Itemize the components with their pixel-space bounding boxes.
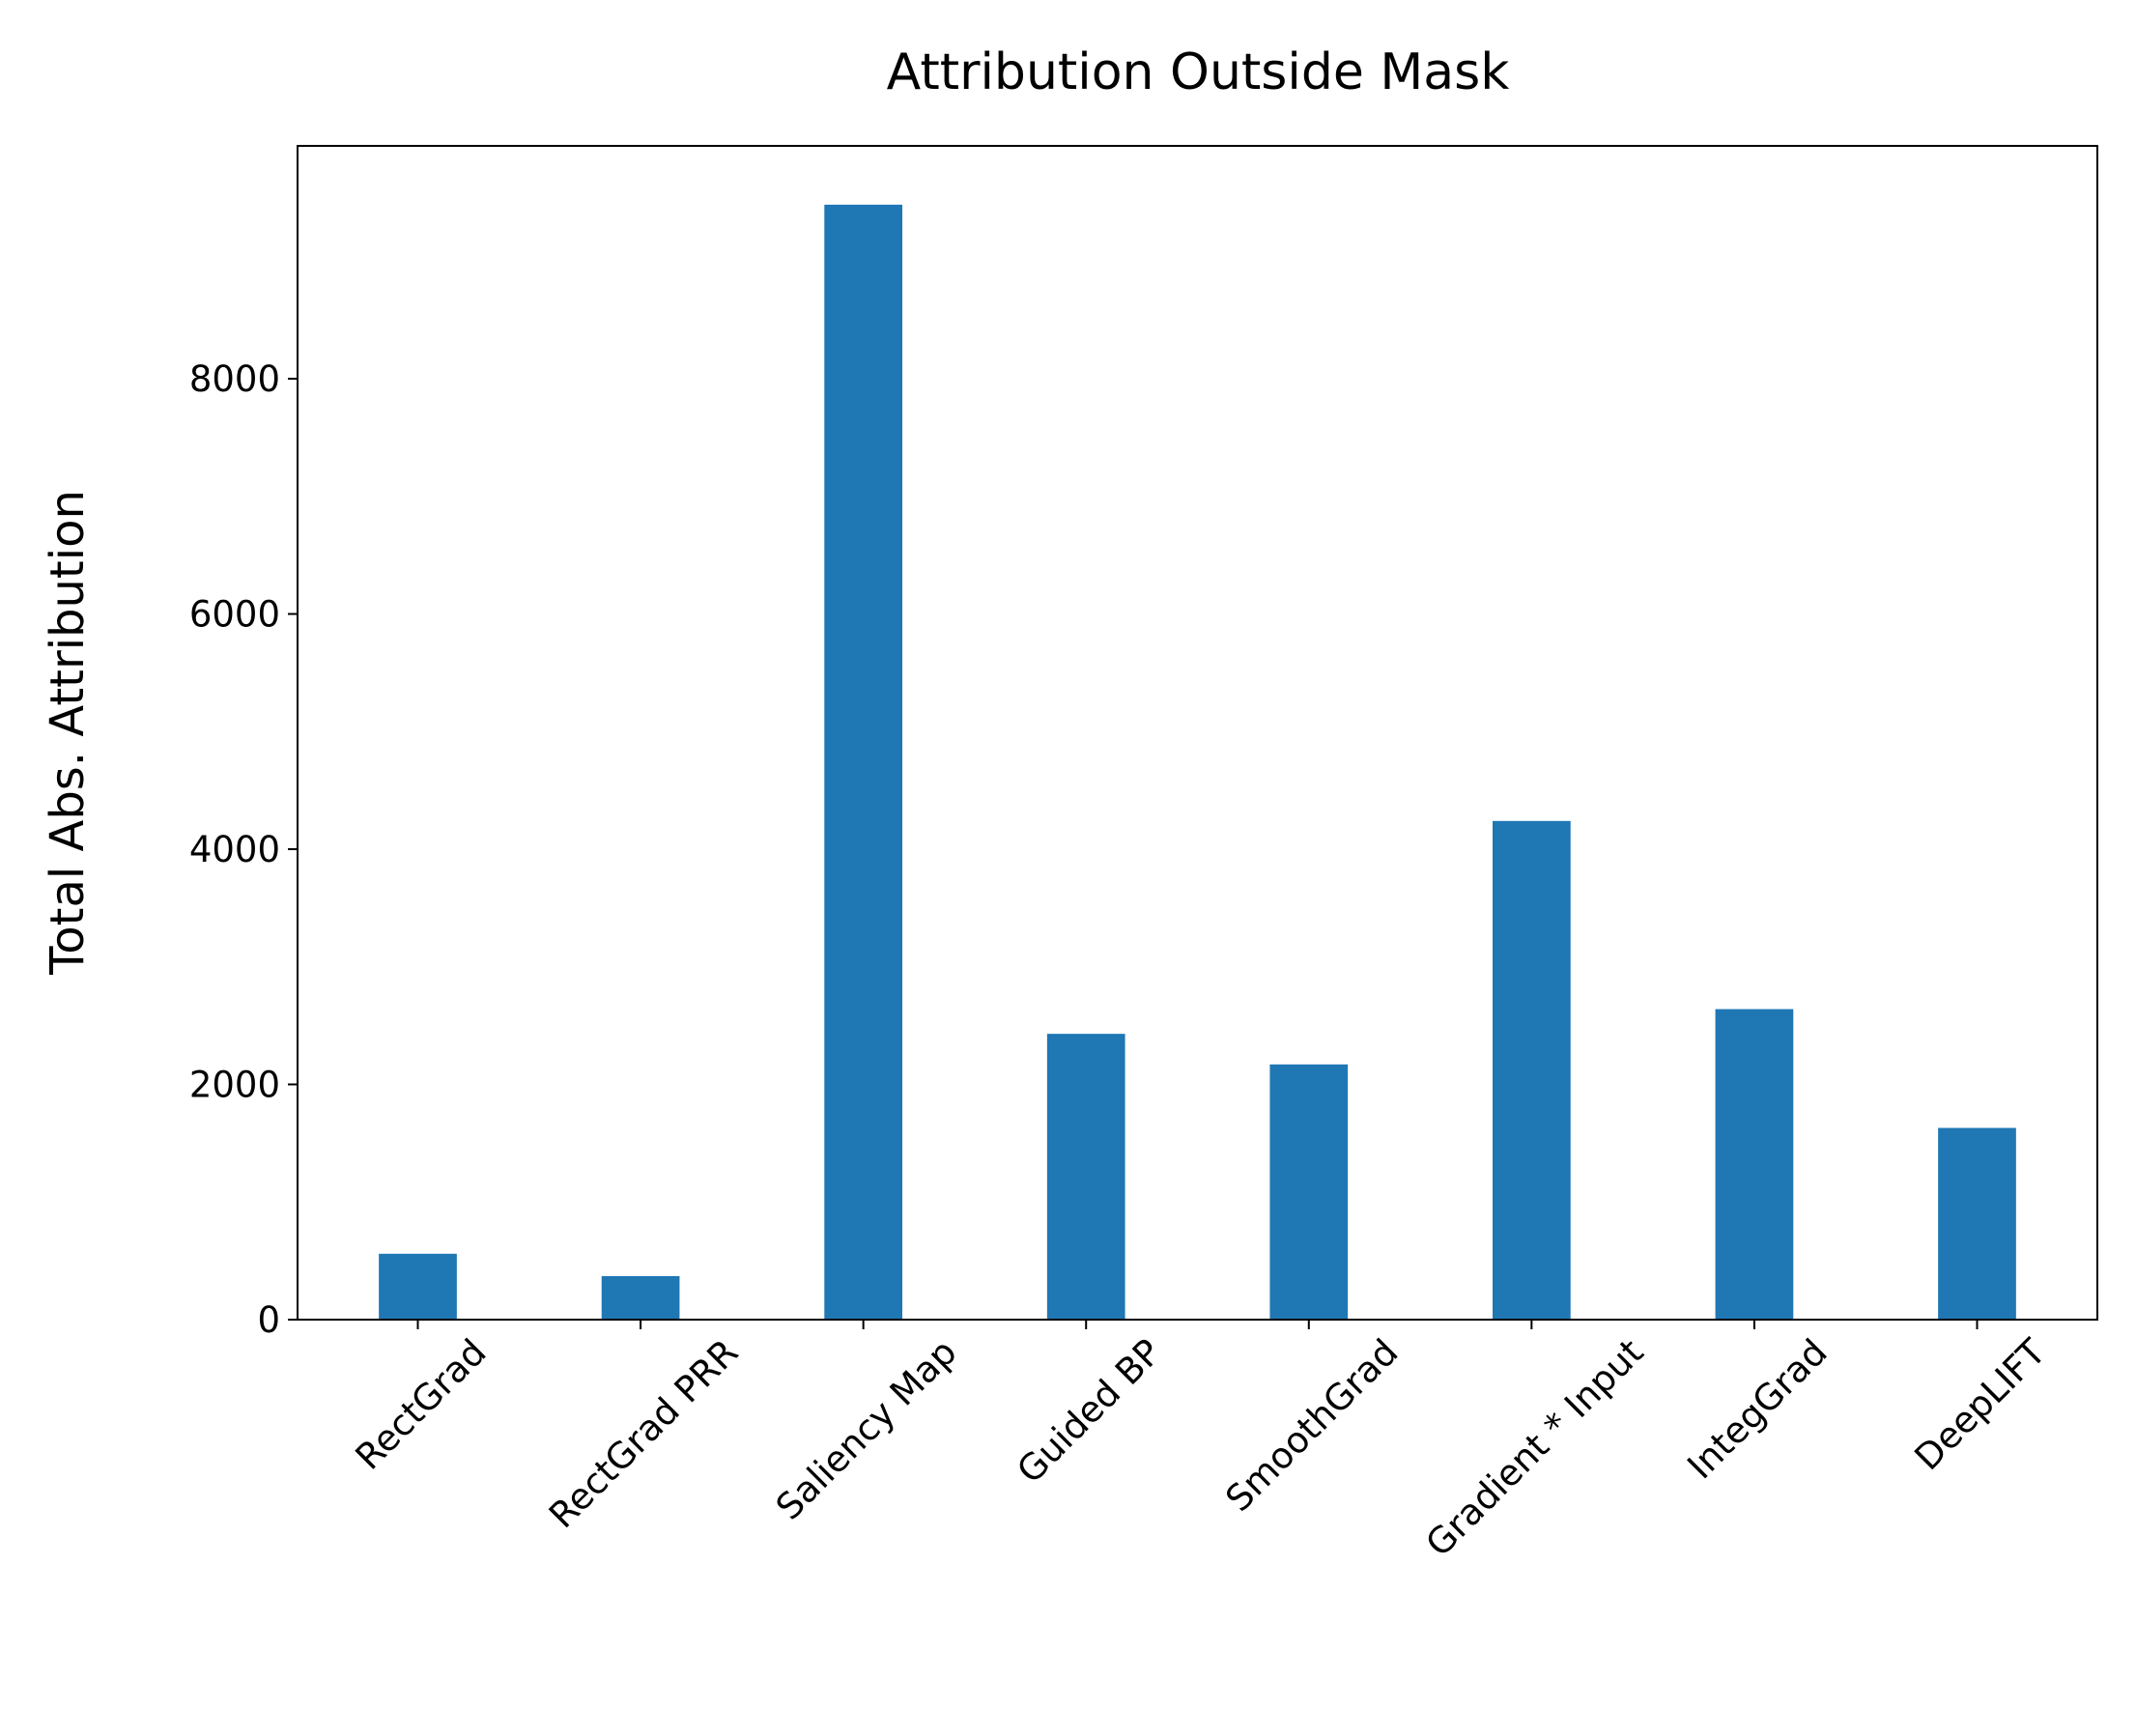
x-tick-label: DeepLIFT [1907, 1331, 2054, 1478]
bar [824, 204, 902, 1321]
x-tick-label: Gradient * Input [1418, 1331, 1652, 1565]
x-tick-label: IntegGrad [1679, 1331, 1835, 1487]
bar [601, 1275, 680, 1320]
x-tick-label: Saliency Map [768, 1331, 965, 1528]
y-tick-label: 6000 [189, 594, 280, 636]
y-tick-label: 2000 [189, 1065, 280, 1106]
x-tick-label: RectGrad PRR [541, 1331, 746, 1536]
y-tick-label: 0 [257, 1299, 280, 1341]
bar [1715, 1009, 1794, 1320]
plot-frame [297, 145, 2098, 1321]
x-tick-label: RectGrad [348, 1331, 495, 1478]
y-tick-label: 8000 [189, 358, 280, 400]
bar [1493, 820, 1571, 1320]
chart-title: Attribution Outside Mask [887, 43, 1510, 101]
bar [1938, 1127, 2016, 1320]
bar [1269, 1064, 1349, 1320]
y-axis-label: Total Abs. Attribution [41, 490, 95, 976]
y-tick-label: 4000 [189, 829, 280, 870]
x-tick-label: Guided BP [1009, 1331, 1169, 1492]
x-tick-label: SmoothGrad [1217, 1331, 1406, 1520]
bar [379, 1253, 457, 1320]
bar [1046, 1034, 1125, 1320]
